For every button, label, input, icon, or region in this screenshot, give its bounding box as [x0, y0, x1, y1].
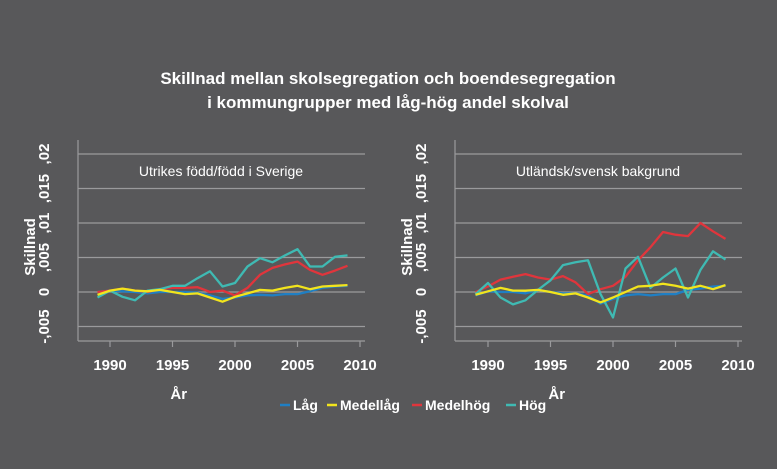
y-axis-label: Skillnad [399, 218, 416, 276]
x-tick-label: 2005 [281, 357, 314, 374]
series-line-medellag [97, 283, 348, 303]
y-tick-label: 0 [413, 288, 430, 296]
y-tick-label: ,015 [36, 174, 53, 203]
legend-label: Medelhög [425, 397, 490, 413]
y-tick-label: ,01 [36, 213, 53, 234]
x-tick-label: 1995 [156, 357, 189, 374]
chart-title-line-2: i kommungrupper med låg-hög andel skolva… [207, 93, 569, 112]
legend-label: Låg [293, 397, 318, 413]
x-tick-label: 1990 [93, 357, 126, 374]
y-tick-label: ,015 [413, 174, 430, 203]
y-tick-label: ,005 [413, 243, 430, 272]
series-line-lag [97, 284, 348, 301]
series-line-lag [475, 284, 726, 305]
y-tick-label: -,005 [36, 309, 53, 343]
panel-2: -,005 0 ,005 ,01 ,015 ,02 1990 1995 2000 2005 2010… [399, 140, 755, 403]
panel-subtitle: Utrikes född/född i Sverige [139, 163, 303, 179]
x-tick-label: 1995 [534, 357, 567, 374]
series-line-medelhog [475, 221, 727, 296]
y-tick-label: -,005 [413, 309, 430, 343]
x-axis-label: År [170, 386, 187, 403]
x-tick-label: 2010 [343, 357, 376, 374]
y-tick-label: ,02 [36, 144, 53, 165]
x-tick-label: 2000 [218, 357, 251, 374]
y-tick-label: ,02 [413, 144, 430, 165]
x-tick-label: 2000 [596, 357, 629, 374]
x-tick-label: 1990 [471, 357, 504, 374]
x-tick-label: 2005 [659, 357, 692, 374]
series-line-medellag [475, 282, 726, 304]
panel-1: -,005 0 ,005 ,01 ,015 ,02 1990 1995 2000 2005 2010… [22, 140, 377, 403]
x-axis-label: År [548, 386, 565, 403]
series-line-hog [96, 248, 348, 302]
legend: Låg Medellåg Medelhög Hög [280, 397, 546, 413]
y-tick-label: ,01 [413, 213, 430, 234]
y-axis-label: Skillnad [22, 218, 39, 276]
y-tick-label: 0 [36, 288, 53, 296]
panel-subtitle: Utländsk/svensk bakgrund [516, 163, 680, 179]
chart-title-line-1: Skillnad mellan skolsegregation och boen… [160, 69, 615, 88]
x-tick-label: 2010 [721, 357, 754, 374]
y-tick-label: ,005 [36, 243, 53, 272]
legend-label: Medellåg [340, 397, 400, 413]
legend-label: Hög [519, 397, 546, 413]
